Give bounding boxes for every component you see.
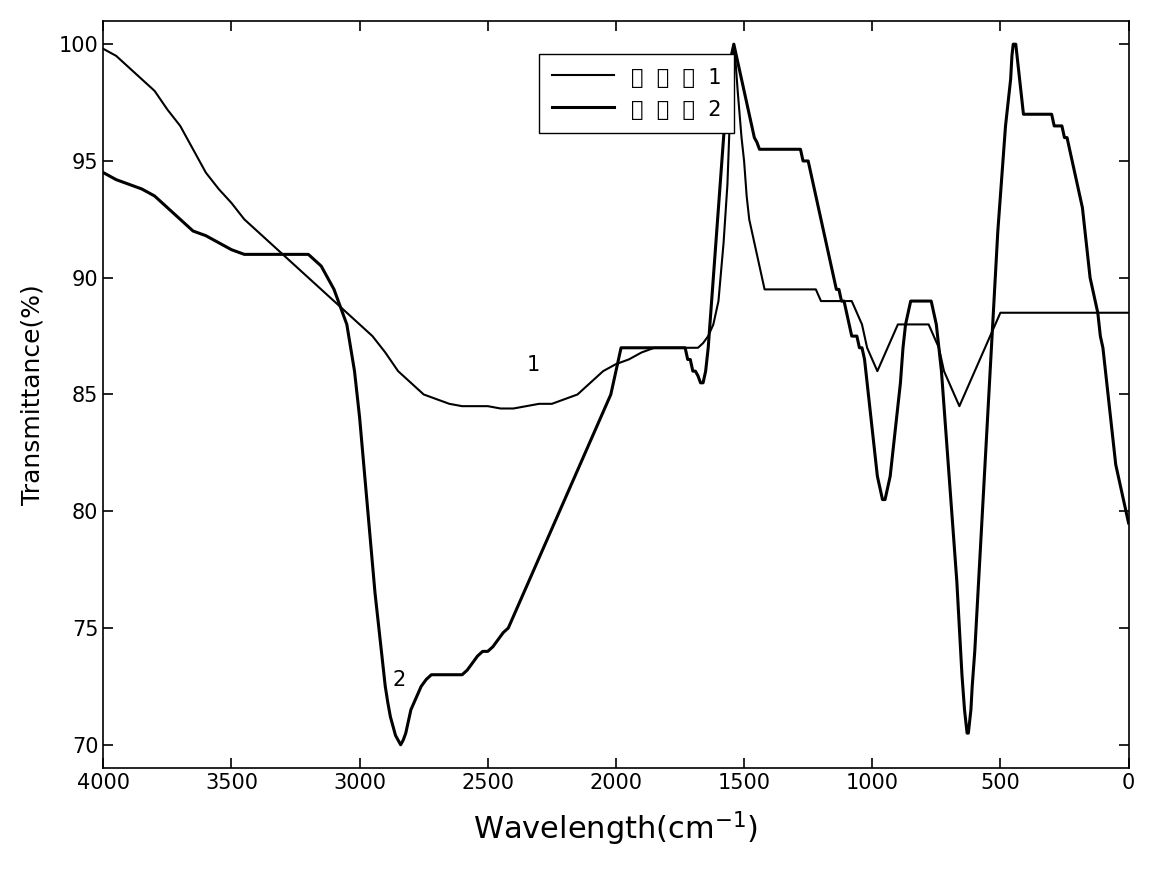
Line: 改  性  后  2: 改 性 后 2: [103, 44, 1128, 745]
改  性  后  2: [719, 97, 733, 108]
改  性  前  1: [1117, 308, 1131, 318]
改  性  后  2: [1121, 518, 1135, 528]
改  性  后  2: [96, 168, 110, 178]
改  性  前  1: [161, 104, 175, 115]
改  性  前  1: [96, 43, 110, 54]
改  性  后  2: [394, 740, 408, 750]
Text: 2: 2: [393, 670, 406, 690]
Text: 1: 1: [526, 355, 540, 375]
改  性  后  2: [588, 424, 602, 434]
改  性  后  2: [1009, 39, 1023, 50]
改  性  前  1: [506, 403, 520, 414]
改  性  后  2: [1024, 109, 1038, 119]
改  性  后  2: [388, 730, 402, 740]
改  性  后  2: [1029, 109, 1043, 119]
改  性  前  1: [1121, 308, 1135, 318]
改  性  前  1: [885, 331, 899, 342]
改  性  前  1: [302, 273, 316, 283]
Legend: 改  性  前  1, 改  性  后  2: 改 性 前 1, 改 性 后 2: [539, 54, 734, 132]
X-axis label: Wavelength(cm$^{-1}$): Wavelength(cm$^{-1}$): [473, 810, 758, 848]
Line: 改  性  前  1: 改 性 前 1: [103, 44, 1128, 408]
改  性  前  1: [727, 39, 741, 50]
改  性  前  1: [1081, 308, 1095, 318]
改  性  后  2: [1016, 109, 1030, 119]
Y-axis label: Transmittance(%): Transmittance(%): [21, 284, 45, 505]
改  性  前  1: [340, 308, 354, 318]
